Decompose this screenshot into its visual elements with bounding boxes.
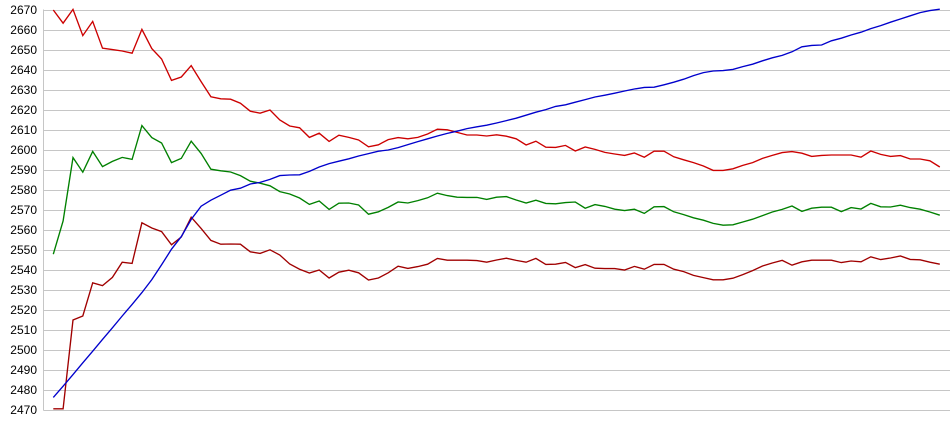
svg-text:2500: 2500	[10, 343, 37, 357]
svg-text:2530: 2530	[10, 283, 37, 297]
svg-text:2490: 2490	[10, 363, 37, 377]
svg-text:2550: 2550	[10, 243, 37, 257]
svg-text:2670: 2670	[10, 3, 37, 17]
svg-text:2640: 2640	[10, 63, 37, 77]
svg-text:2480: 2480	[10, 383, 37, 397]
svg-text:2510: 2510	[10, 323, 37, 337]
svg-text:2600: 2600	[10, 143, 37, 157]
svg-text:2660: 2660	[10, 23, 37, 37]
svg-text:2560: 2560	[10, 223, 37, 237]
svg-text:2610: 2610	[10, 123, 37, 137]
svg-text:2520: 2520	[10, 303, 37, 317]
svg-text:2580: 2580	[10, 183, 37, 197]
svg-text:2570: 2570	[10, 203, 37, 217]
svg-text:2630: 2630	[10, 83, 37, 97]
svg-text:2540: 2540	[10, 263, 37, 277]
svg-text:2470: 2470	[10, 403, 37, 417]
svg-text:2620: 2620	[10, 103, 37, 117]
svg-text:2590: 2590	[10, 163, 37, 177]
svg-text:2650: 2650	[10, 43, 37, 57]
